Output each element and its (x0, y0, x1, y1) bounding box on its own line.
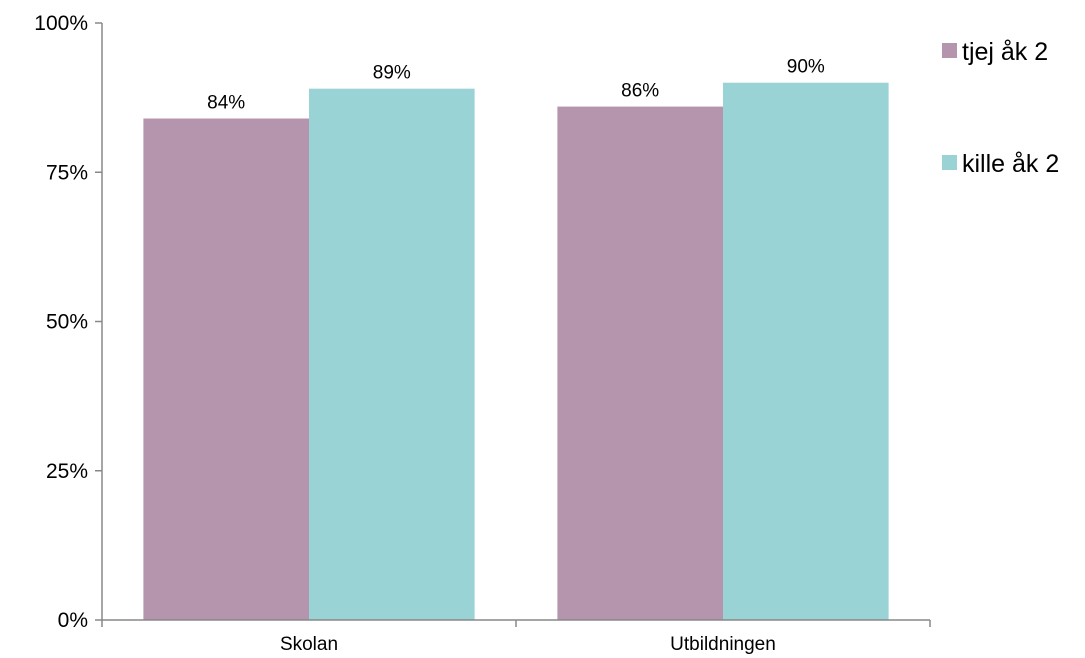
data-label: 84% (207, 93, 245, 114)
data-labels-layer: 84% 89% 86% 90% (207, 57, 825, 114)
x-category-label: Skolan (280, 634, 338, 655)
legend-label: tjej åk 2 (962, 38, 1048, 66)
bars-layer (143, 82, 889, 621)
bar-kille-utbildningen (723, 82, 889, 620)
data-label: 89% (373, 63, 411, 84)
y-tick-label: 0% (58, 609, 88, 632)
bar-tjej-skolan (143, 118, 309, 621)
y-tick-label: 50% (46, 311, 88, 334)
bar-tjej-utbildningen (557, 106, 723, 620)
x-axis-ticks (101, 620, 931, 627)
data-label: 86% (621, 81, 659, 102)
legend-swatch (942, 155, 957, 170)
y-axis-ticks: 0% 25% 50% 75% 100% (34, 12, 102, 632)
legend-label: kille åk 2 (962, 150, 1059, 178)
x-category-label: Utbildningen (670, 634, 776, 655)
x-axis-labels: Skolan Utbildningen (280, 634, 776, 655)
y-tick-label: 25% (46, 460, 88, 483)
legend: tjej åk 2 kille åk 2 (942, 38, 1059, 178)
y-tick-label: 75% (46, 161, 88, 184)
data-label: 90% (787, 57, 825, 78)
bar-kille-skolan (309, 88, 475, 621)
legend-swatch (942, 43, 957, 58)
y-tick-label: 100% (34, 12, 88, 35)
